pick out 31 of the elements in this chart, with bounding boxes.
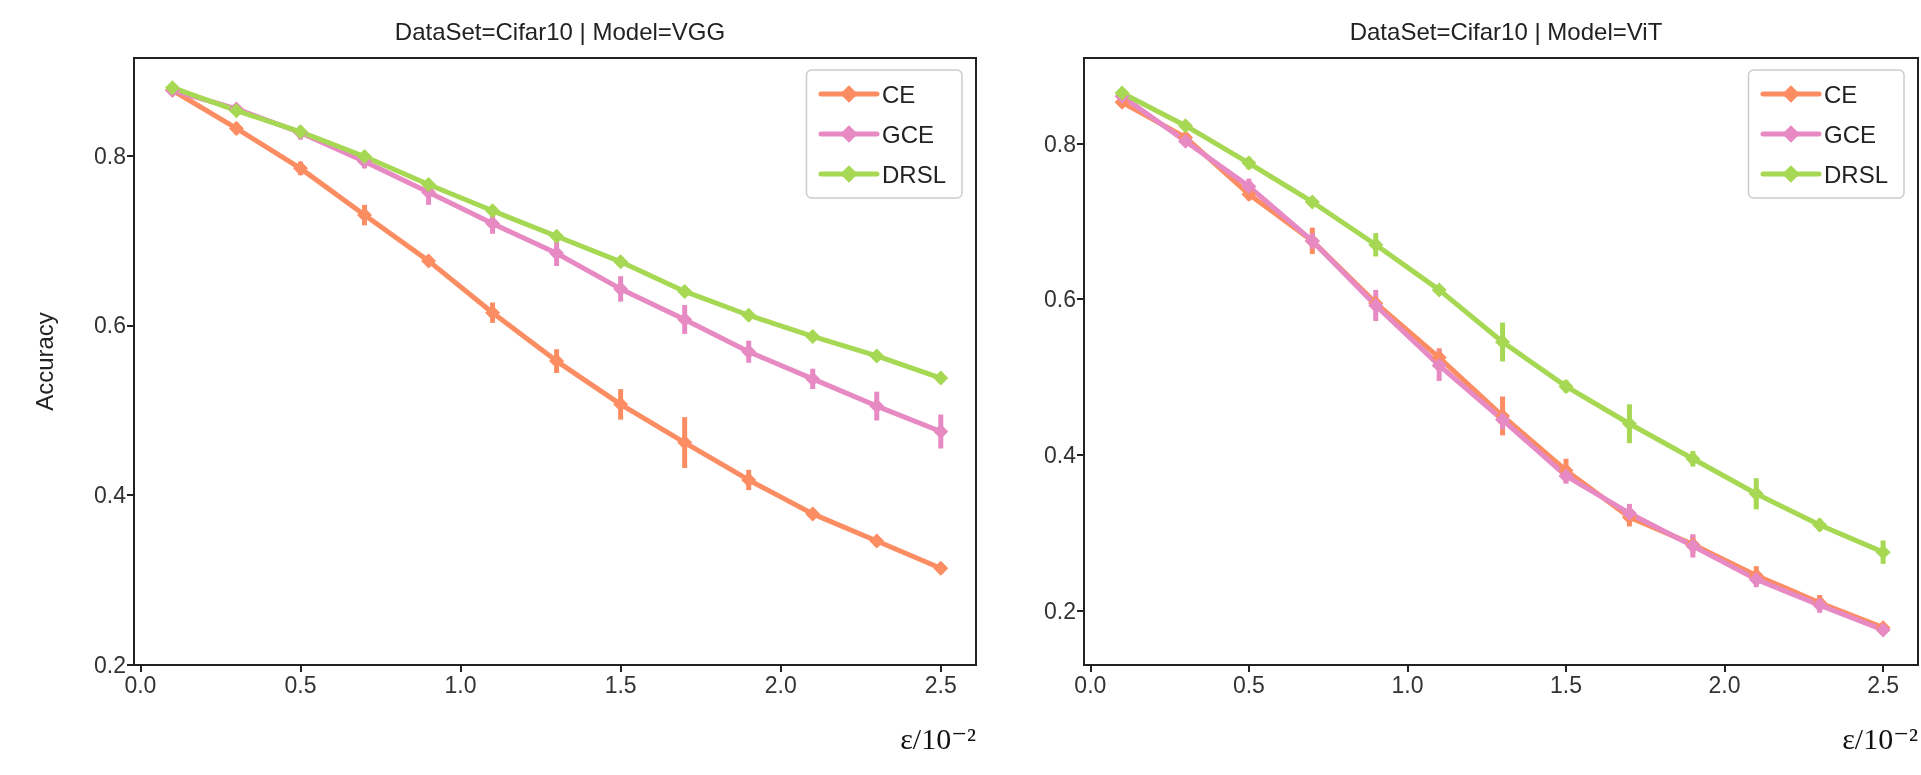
legend-label: DRSL xyxy=(1823,160,1889,188)
x-tick-label: 1.0 xyxy=(1391,671,1424,698)
x-tick-label: 1.0 xyxy=(444,671,477,698)
legend-label: CE xyxy=(881,80,916,108)
y-tick-label: 0.4 xyxy=(1044,441,1077,468)
x-tick-label: 2.5 xyxy=(924,671,957,698)
y-tick-label: 0.2 xyxy=(1044,597,1076,624)
x-tick-label: 2.0 xyxy=(764,671,797,698)
x-tick-label: 0.5 xyxy=(284,671,317,698)
y-tick-label: 0.2 xyxy=(94,652,126,678)
x-tick-label: 2.5 xyxy=(1867,671,1900,698)
x-axis-title: ε/10⁻² xyxy=(900,721,976,755)
chart-title: DataSet=Cifar10 | Model=VGG xyxy=(394,17,726,45)
y-axis-title: Accuracy xyxy=(30,312,58,411)
y-tick-label: 0.6 xyxy=(1044,286,1076,313)
x-tick-label: 0.0 xyxy=(1074,671,1107,698)
x-tick-label: 0.0 xyxy=(124,671,157,698)
legend-label: GCE xyxy=(1823,120,1876,148)
chart-title: DataSet=Cifar10 | Model=ViT xyxy=(1349,17,1663,45)
x-tick-label: 2.0 xyxy=(1708,671,1741,698)
x-tick-label: 0.5 xyxy=(1232,671,1265,698)
y-tick-label: 0.6 xyxy=(94,312,126,339)
legend-label: DRSL xyxy=(881,160,947,188)
legend-label: CE xyxy=(1823,80,1858,108)
y-tick-label: 0.4 xyxy=(94,482,127,509)
x-axis-title: ε/10⁻² xyxy=(1842,721,1918,755)
y-tick-label: 0.8 xyxy=(1044,130,1076,157)
x-tick-label: 1.5 xyxy=(604,671,637,698)
y-tick-label: 0.8 xyxy=(94,142,126,169)
legend-label: GCE xyxy=(881,120,934,148)
x-tick-label: 1.5 xyxy=(1550,671,1582,698)
